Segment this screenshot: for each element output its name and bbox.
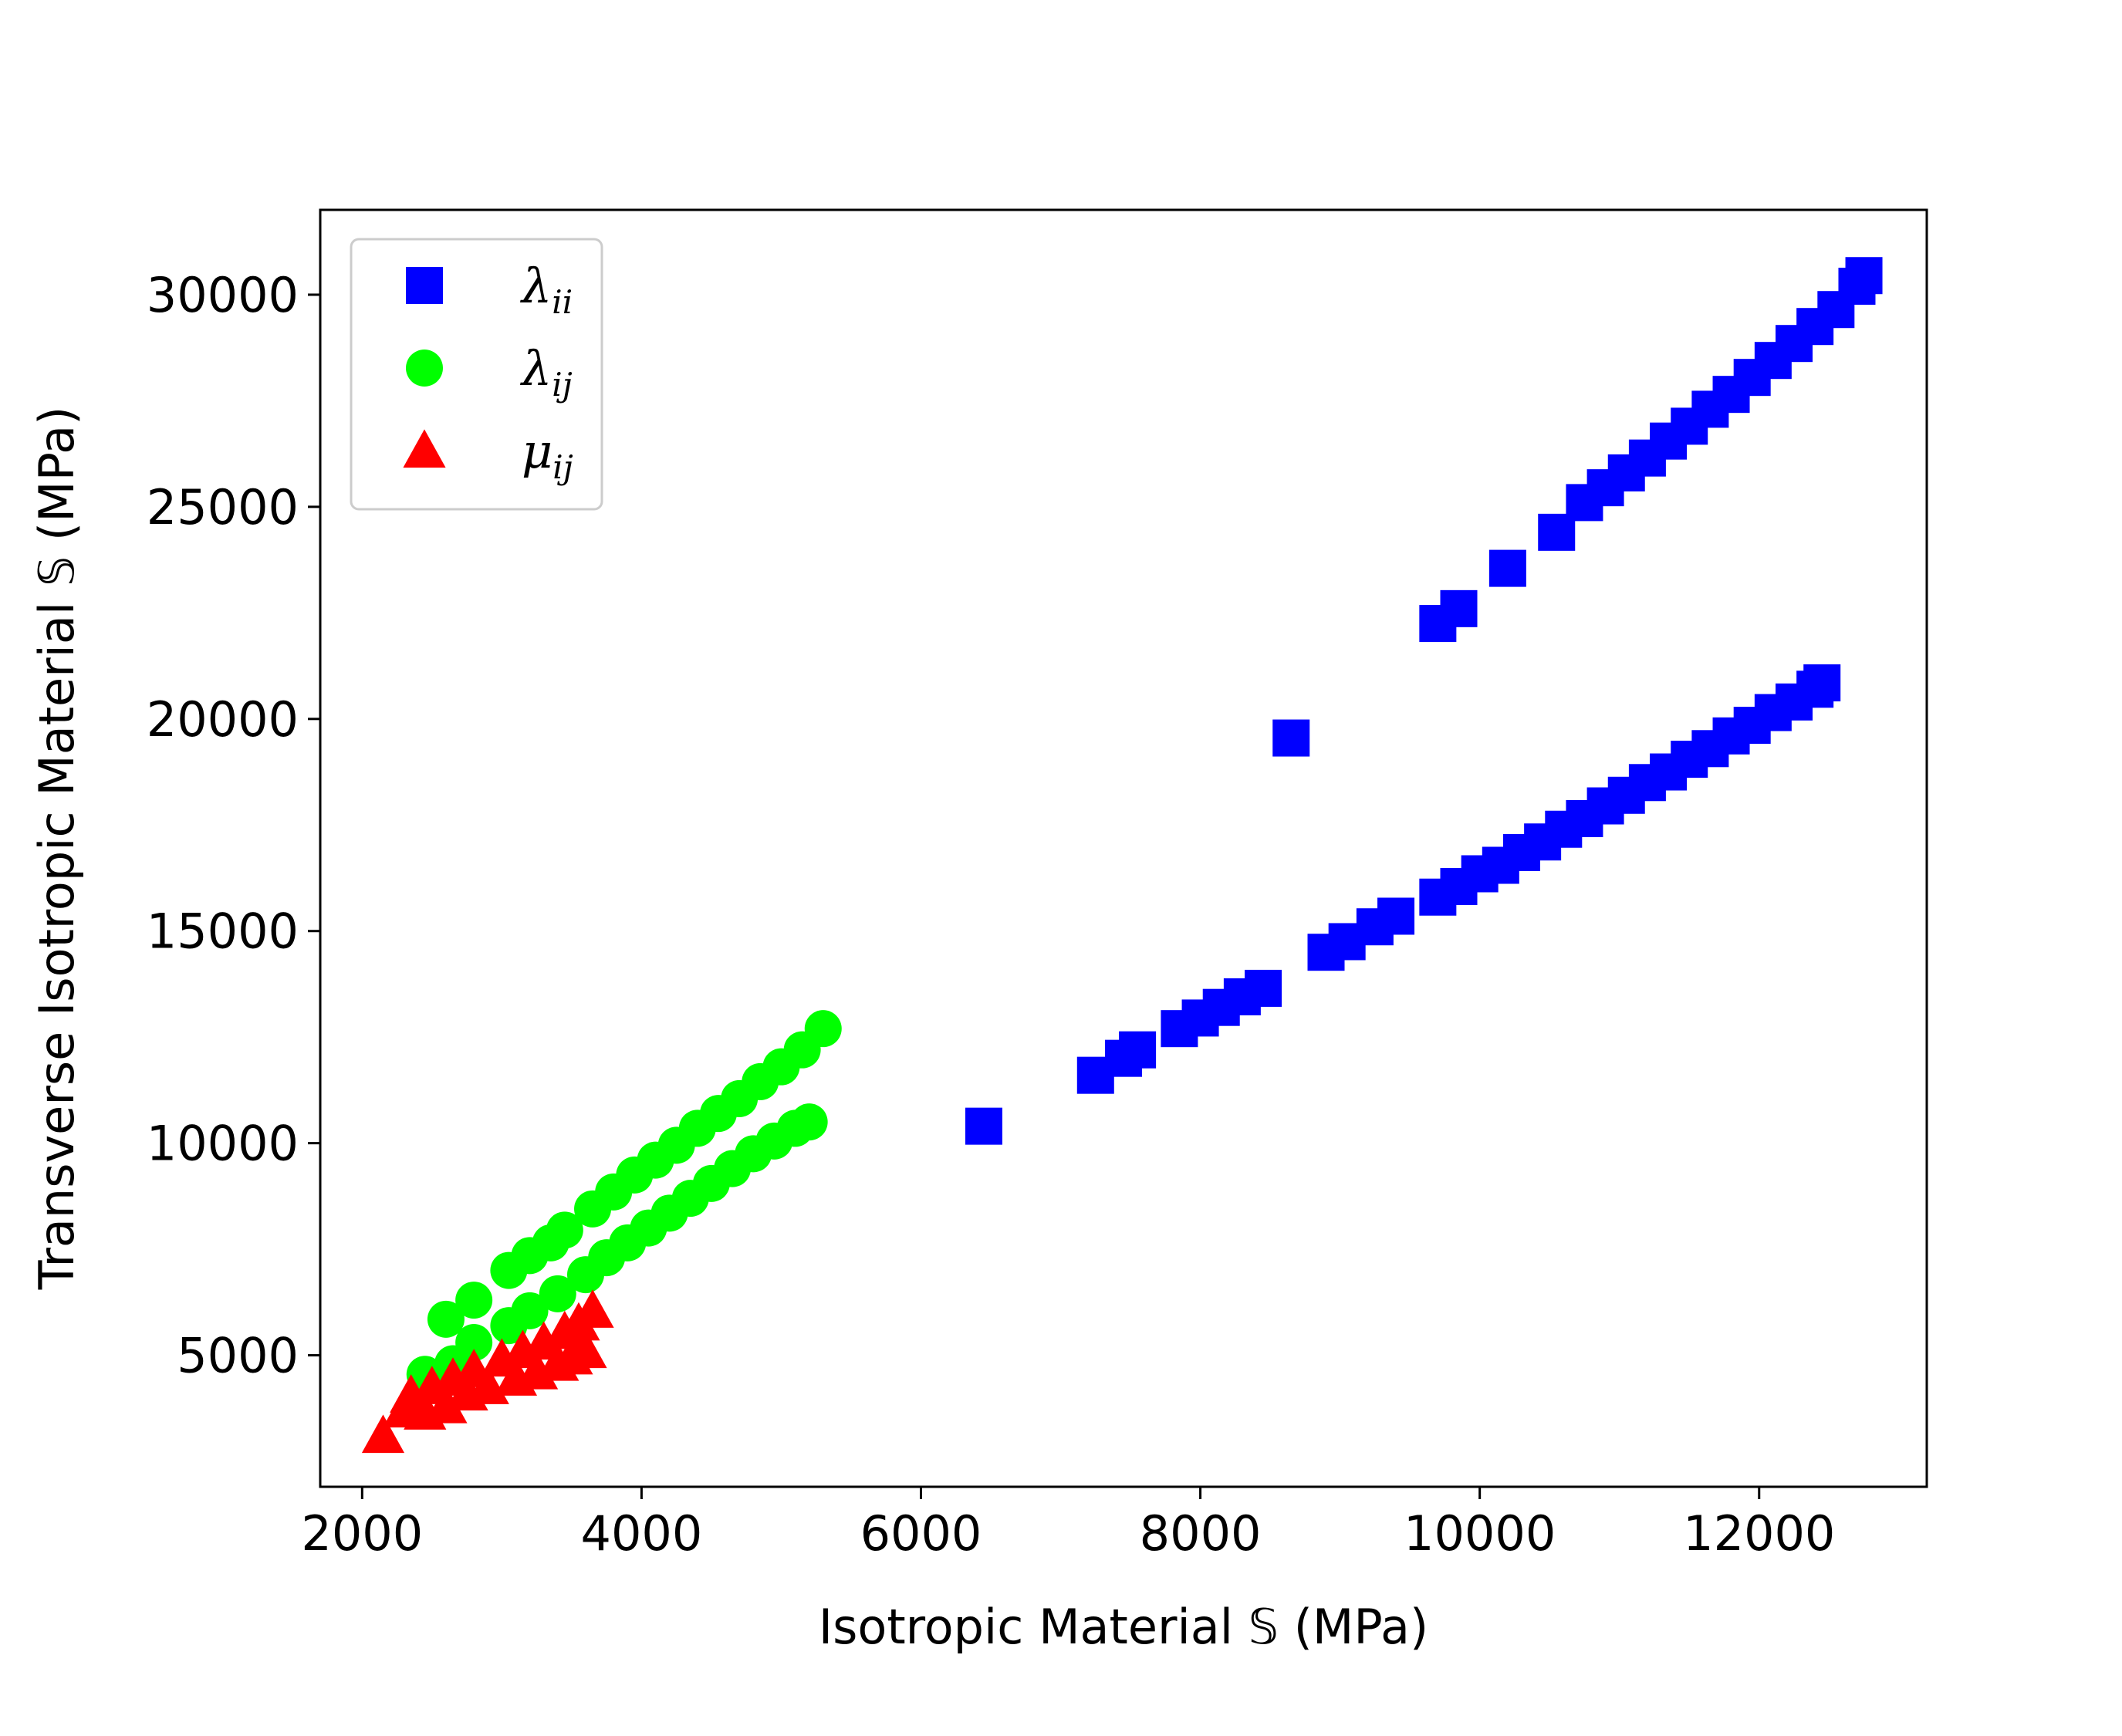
data-point-square [1440, 589, 1478, 627]
data-point-square [965, 1107, 1002, 1145]
x-tick-label: 2000 [301, 1505, 423, 1562]
data-point-circle [546, 1211, 583, 1249]
data-point-square [1488, 549, 1526, 587]
legend-marker-triangle [403, 429, 446, 468]
data-point-triangle [361, 1414, 405, 1454]
data-point-circle [427, 1300, 465, 1338]
data-point-square [1272, 719, 1310, 757]
data-point-triangle [571, 1289, 614, 1328]
data-point-circle [511, 1292, 549, 1329]
y-axis-ticks: 5000 10000 15000 20000 25000 30000 [147, 267, 320, 1384]
x-tick-label: 10000 [1404, 1505, 1556, 1562]
x-tick-label: 8000 [1140, 1505, 1262, 1562]
data-point-square [1803, 664, 1841, 702]
x-tick-label: 6000 [860, 1505, 982, 1562]
legend-box [350, 238, 603, 511]
data-point-square [1845, 257, 1883, 295]
plot-frame [319, 208, 1928, 1488]
y-tick-label: 20000 [147, 691, 299, 748]
data-point-square [1119, 1031, 1157, 1069]
x-tick-label: 4000 [581, 1505, 703, 1562]
y-tick-label: 25000 [147, 479, 299, 535]
series-λ-ii [965, 257, 1883, 1145]
legend-marker-circle [406, 350, 443, 387]
data-point-triangle [564, 1329, 607, 1369]
y-tick-label: 5000 [177, 1328, 299, 1384]
data-point-circle [790, 1103, 828, 1141]
y-tick-label: 10000 [147, 1116, 299, 1172]
x-axis-ticks: 2000 4000 6000 8000 10000 12000 [301, 1487, 1835, 1562]
data-point-circle [804, 1010, 842, 1048]
legend-marker-square [406, 267, 443, 304]
data-point-circle [455, 1324, 493, 1362]
data-marks [361, 257, 1883, 1454]
data-point-circle [539, 1275, 576, 1312]
series-λ-ij [406, 1010, 842, 1393]
data-point-circle [455, 1282, 493, 1319]
data-point-square [1245, 969, 1282, 1007]
series-μ-ij [361, 1289, 614, 1454]
y-axis-label: Transverse Isotropic Material 𝕊 (MPa) [29, 407, 85, 1291]
data-point-square [1377, 897, 1415, 935]
x-axis-label: Isotropic Material 𝕊 (MPa) [819, 1599, 1428, 1655]
x-tick-label: 12000 [1683, 1505, 1835, 1562]
y-tick-label: 30000 [147, 267, 299, 323]
data-point-triangle [424, 1384, 468, 1424]
legend-label: λij [519, 340, 573, 404]
y-tick-label: 15000 [147, 903, 299, 960]
